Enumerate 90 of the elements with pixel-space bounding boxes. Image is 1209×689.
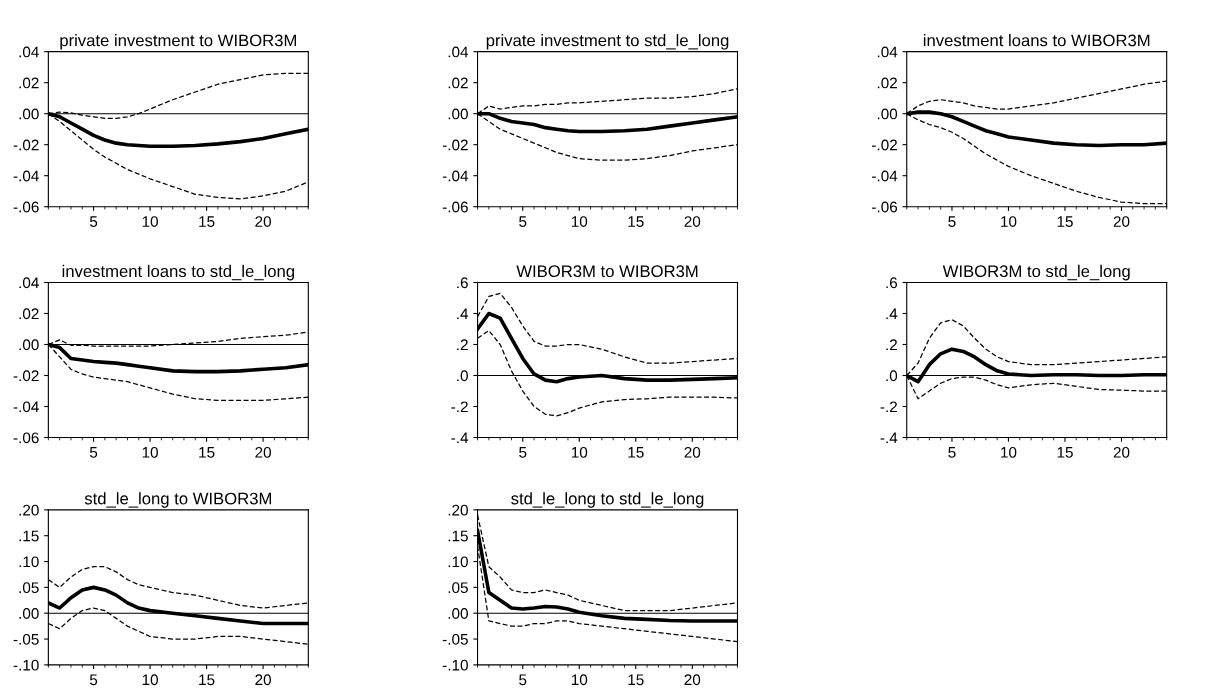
chart-title: investment loans to WIBOR3M — [923, 34, 1150, 47]
y-tick-label: .2 — [457, 339, 468, 351]
y-tick-label: .6 — [886, 277, 898, 289]
y-tick-label: .04 — [19, 277, 39, 289]
y-tick-label: -.10 — [442, 659, 468, 671]
x-tick-label: 10 — [571, 446, 588, 458]
y-tick-label: .10 — [19, 556, 39, 568]
y-tick-label: .6 — [457, 277, 468, 289]
x-tick-label: 15 — [1057, 447, 1073, 458]
x-tick-label: 15 — [199, 447, 215, 458]
x-tick-label: 15 — [628, 447, 644, 458]
chart-title: std_le_long to WIBOR3M — [84, 492, 271, 508]
chart-title: WIBOR3M to WIBOR3M — [516, 265, 698, 278]
y-tick-label: .4 — [886, 308, 898, 320]
x-tick-label: 20 — [255, 446, 271, 458]
x-tick-label: 15 — [628, 674, 644, 686]
x-tick-label: 10 — [1001, 446, 1017, 458]
x-tick-label: 20 — [684, 446, 701, 458]
y-tick-label: -.06 — [13, 432, 39, 444]
y-tick-label: .20 — [19, 504, 39, 516]
y-tick-label: .2 — [886, 339, 897, 351]
y-tick-label: -.2 — [451, 401, 468, 413]
y-tick-label: -.4 — [451, 432, 469, 444]
y-tick-label: -.02 — [872, 139, 897, 151]
y-tick-label: -.06 — [872, 201, 898, 213]
y-tick-label: -.04 — [872, 170, 898, 182]
y-tick-label: .0 — [886, 370, 898, 382]
y-tick-label: -.02 — [13, 370, 39, 382]
y-tick-label: -.05 — [442, 633, 468, 645]
y-tick-label: .02 — [19, 77, 39, 89]
x-tick-label: 5 — [89, 216, 98, 227]
y-tick-label: .0 — [457, 370, 468, 382]
y-tick-label: .04 — [448, 46, 469, 58]
x-tick-label: 10 — [142, 446, 158, 458]
y-tick-label: -.05 — [13, 633, 39, 645]
x-tick-label: 10 — [142, 216, 158, 227]
chart-title: private investment to WIBOR3M — [60, 34, 296, 50]
x-tick-label: 10 — [571, 216, 588, 227]
y-tick-label: -.02 — [442, 139, 468, 151]
y-tick-label: .05 — [19, 582, 39, 594]
y-tick-label: -.06 — [13, 201, 39, 213]
x-tick-label: 20 — [684, 216, 701, 227]
x-tick-label: 5 — [519, 216, 527, 227]
x-tick-label: 5 — [519, 447, 527, 458]
x-tick-label: 20 — [684, 674, 701, 686]
chart-title: investment loans to std_le_long — [62, 264, 294, 281]
x-tick-label: 20 — [255, 674, 271, 686]
x-tick-label: 15 — [199, 674, 215, 686]
chart-title: WIBOR3M to std_le_long — [942, 264, 1130, 281]
x-tick-label: 15 — [1057, 216, 1073, 227]
y-tick-label: .15 — [448, 530, 468, 542]
y-tick-label: -.2 — [880, 401, 897, 413]
y-tick-label: .02 — [448, 77, 468, 89]
x-tick-label: 20 — [255, 216, 271, 227]
x-tick-label: 10 — [1001, 216, 1017, 227]
chart-title: private investment to std_le_long — [486, 34, 729, 50]
x-tick-label: 20 — [1113, 446, 1130, 458]
y-tick-label: .00 — [448, 108, 468, 120]
chart-title: std_le_long to std_le_long — [511, 492, 704, 508]
y-tick-label: .00 — [877, 108, 898, 120]
y-tick-label: -.02 — [13, 139, 39, 151]
y-tick-label: .02 — [19, 308, 39, 320]
y-tick-label: .15 — [19, 530, 39, 542]
y-tick-label: .00 — [19, 608, 39, 619]
y-tick-label: -.04 — [13, 401, 39, 413]
y-tick-label: -.04 — [13, 170, 39, 182]
x-tick-label: 15 — [628, 216, 644, 227]
x-tick-label: 5 — [519, 674, 527, 686]
y-tick-label: .05 — [448, 582, 468, 594]
y-tick-label: -.06 — [442, 201, 468, 213]
y-tick-label: .10 — [448, 556, 468, 568]
x-tick-label: 5 — [89, 674, 98, 686]
y-tick-label: .4 — [457, 308, 469, 320]
x-tick-label: 5 — [948, 216, 956, 227]
y-tick-label: -.4 — [880, 432, 898, 444]
x-tick-label: 10 — [571, 674, 588, 686]
x-tick-label: 20 — [1113, 216, 1130, 227]
x-tick-label: 10 — [142, 674, 158, 686]
y-tick-label: -.10 — [13, 659, 39, 671]
y-tick-label: .04 — [19, 46, 39, 58]
y-tick-label: .04 — [877, 46, 898, 58]
y-tick-label: -.04 — [442, 170, 469, 182]
y-tick-label: .00 — [19, 339, 39, 351]
y-tick-label: .20 — [448, 504, 468, 516]
x-tick-label: 15 — [199, 216, 215, 227]
y-tick-label: .00 — [448, 608, 468, 619]
x-tick-label: 5 — [89, 447, 98, 458]
x-tick-label: 5 — [948, 447, 956, 458]
y-tick-label: .00 — [19, 108, 39, 120]
y-tick-label: .02 — [877, 77, 897, 89]
